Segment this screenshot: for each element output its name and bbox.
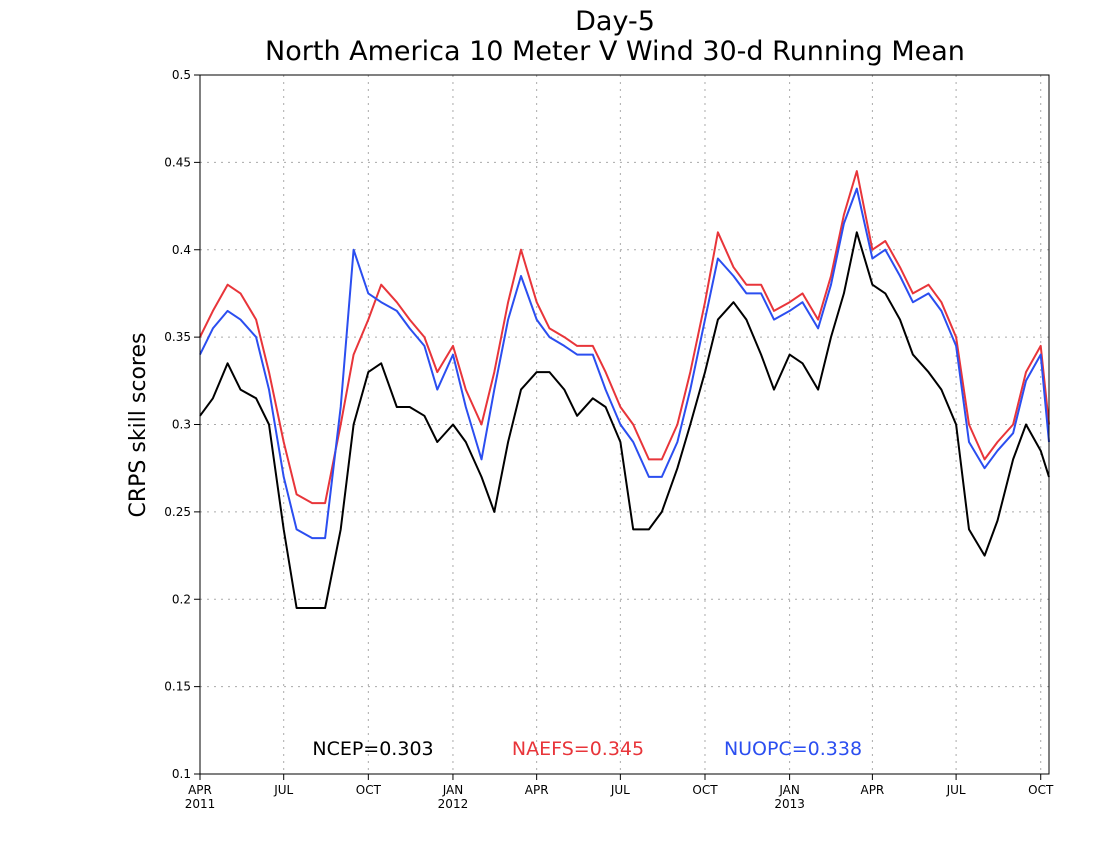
x-tick-label: JUL [946, 783, 966, 797]
y-tick-label: 0.35 [164, 330, 191, 344]
series-line-ncep [199, 231, 1050, 609]
grid [200, 75, 1049, 774]
legend-entry-ncep: NCEP=0.303 [312, 738, 433, 760]
x-tick-label: JAN [778, 783, 800, 797]
x-tick-year-label: 2013 [774, 797, 805, 811]
x-tick-label: APR [188, 783, 212, 797]
y-tick-label: 0.45 [164, 155, 191, 169]
x-tick-label: OCT [692, 783, 718, 797]
series-line-nuopc [199, 187, 1050, 540]
chart-subtitle: North America 10 Meter V Wind 30-d Runni… [265, 36, 965, 67]
y-tick-label: 0.2 [172, 592, 191, 606]
x-tick-label: OCT [356, 783, 382, 797]
x-tick-year-label: 2011 [185, 797, 216, 811]
x-tick-label: JUL [610, 783, 630, 797]
series-line-naefs [199, 170, 1050, 505]
series-layer [199, 170, 1050, 609]
chart-title: Day-5 [575, 6, 655, 37]
x-tick-label: OCT [1028, 783, 1054, 797]
y-tick-label: 0.25 [164, 505, 191, 519]
legend-entry-nuopc: NUOPC=0.338 [724, 738, 862, 760]
y-tick-label: 0.5 [172, 68, 191, 82]
x-tick-label: JAN [442, 783, 464, 797]
y-axis: 0.1 0.15 0.2 0.25 0.3 0.35 0.4 0.45 0.5 [164, 68, 200, 781]
legend-entry-naefs: NAEFS=0.345 [512, 738, 644, 760]
y-axis-label: CRPS skill scores [126, 333, 151, 518]
y-tick-label: 0.1 [172, 767, 191, 781]
y-tick-label: 0.4 [172, 243, 191, 257]
x-tick-label: APR [860, 783, 884, 797]
y-tick-label: 0.15 [164, 680, 191, 694]
legend: NCEP=0.303 NAEFS=0.345 NUOPC=0.338 [312, 738, 862, 760]
x-tick-year-label: 2012 [438, 797, 469, 811]
y-tick-label: 0.3 [172, 418, 191, 432]
x-tick-label: JUL [273, 783, 293, 797]
x-tick-label: APR [525, 783, 549, 797]
